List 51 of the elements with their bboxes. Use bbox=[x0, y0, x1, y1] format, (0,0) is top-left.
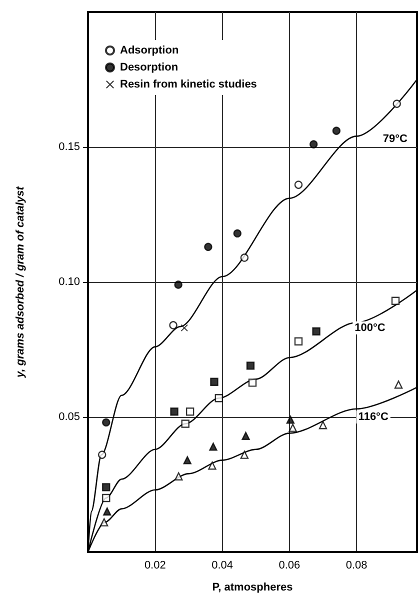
x-tick-label: 0.02 bbox=[144, 560, 166, 572]
x-tick-label: 0.04 bbox=[212, 560, 233, 572]
point bbox=[318, 421, 328, 430]
point bbox=[98, 450, 106, 459]
point bbox=[248, 378, 257, 387]
point bbox=[103, 507, 112, 516]
y-tick-label: 0.10 bbox=[58, 276, 80, 288]
point bbox=[240, 450, 249, 459]
point bbox=[102, 418, 110, 426]
point bbox=[294, 337, 303, 346]
point bbox=[169, 321, 178, 330]
point bbox=[208, 462, 216, 470]
point bbox=[242, 432, 250, 440]
point bbox=[174, 472, 183, 480]
y-axis-title: y, grams adsorbed / gram of catalyst bbox=[14, 185, 26, 378]
point bbox=[102, 483, 110, 492]
legend-label: Resin from kinetic studies bbox=[120, 78, 257, 90]
point bbox=[181, 420, 190, 428]
point bbox=[214, 394, 224, 402]
point bbox=[332, 126, 341, 135]
legend-label: Desorption bbox=[120, 62, 178, 74]
point bbox=[186, 408, 194, 416]
point bbox=[310, 140, 318, 148]
point bbox=[102, 494, 110, 502]
point bbox=[209, 442, 218, 451]
point bbox=[392, 100, 401, 108]
annotation: 79°C bbox=[382, 132, 408, 145]
point bbox=[394, 380, 403, 389]
point bbox=[170, 408, 178, 416]
x-axis-title: P, atmospheres bbox=[212, 582, 293, 594]
point bbox=[294, 180, 303, 189]
point bbox=[174, 280, 182, 289]
point bbox=[288, 424, 297, 432]
point bbox=[286, 416, 295, 424]
legend-label: Adsorption bbox=[120, 44, 179, 56]
point bbox=[246, 362, 255, 370]
point bbox=[312, 327, 320, 336]
x-tick-label: 0.06 bbox=[278, 560, 300, 572]
point bbox=[240, 254, 249, 262]
point bbox=[100, 518, 108, 526]
x-tick-label: 0.08 bbox=[346, 560, 368, 572]
point bbox=[233, 229, 242, 238]
y-tick-label: 0.05 bbox=[58, 411, 80, 423]
point bbox=[183, 456, 192, 464]
point bbox=[210, 378, 218, 386]
annotation: 100°C bbox=[354, 322, 386, 334]
annotation: 116°C bbox=[358, 411, 388, 423]
y-tick-label: 0.15 bbox=[58, 141, 80, 153]
point bbox=[204, 242, 212, 251]
point bbox=[180, 324, 188, 332]
point bbox=[391, 296, 400, 305]
